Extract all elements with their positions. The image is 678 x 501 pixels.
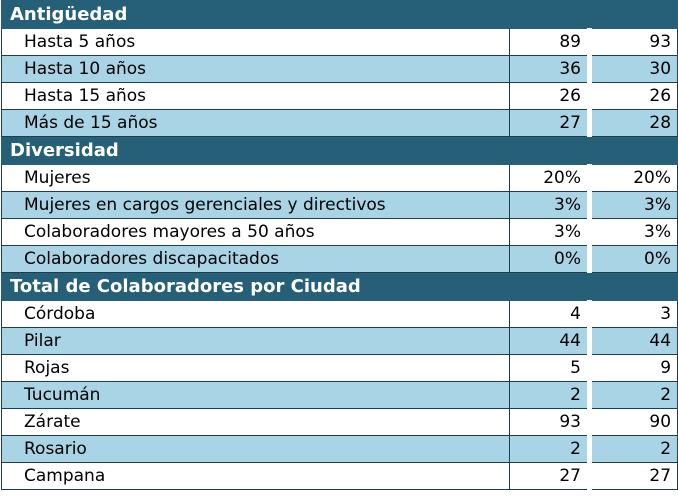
row-value-1: 27 [509, 109, 590, 137]
row-value-2: 2 [586, 381, 678, 409]
section-header-antiguedad: Antigüedad [0, 0, 678, 29]
row-value-1: 26 [509, 82, 590, 110]
row-value-1: 3% [509, 191, 590, 219]
row-value-1: 4 [509, 300, 590, 328]
row-value-1: 36 [509, 55, 590, 83]
row-value-2: 26 [586, 82, 678, 110]
row-value-2: 27 [586, 462, 678, 490]
table-row: Hasta 15 años 26 26 [1, 82, 678, 110]
row-value-2: 90 [586, 408, 678, 436]
row-label: Zárate [1, 408, 510, 436]
table-row: Más de 15 años 27 28 [1, 109, 678, 137]
row-value-1: 44 [509, 327, 590, 355]
row-value-1: 20% [509, 164, 590, 192]
table-row: Mujeres 20% 20% [1, 164, 678, 192]
stats-table-container: Antigüedad Hasta 5 años 89 93 Hasta 10 a… [0, 0, 678, 490]
row-label: Pilar [1, 327, 510, 355]
row-value-2: 20% [586, 164, 678, 192]
table-row: Tucumán 2 2 [1, 381, 678, 409]
row-label: Mujeres [1, 164, 510, 192]
row-label: Colaboradores discapacitados [1, 245, 510, 273]
row-value-1: 93 [509, 408, 590, 436]
table-row: Rojas 5 9 [1, 354, 678, 382]
section-title: Antigüedad [0, 0, 678, 29]
table-row: Colaboradores discapacitados 0% 0% [1, 245, 678, 273]
row-label: Hasta 5 años [1, 28, 510, 56]
row-value-1: 2 [509, 381, 590, 409]
section-header-diversidad: Diversidad [0, 136, 678, 165]
table-row: Mujeres en cargos gerenciales y directiv… [1, 191, 678, 219]
row-value-1: 3% [509, 218, 590, 246]
row-value-2: 3% [586, 218, 678, 246]
row-value-1: 2 [509, 435, 590, 463]
row-value-2: 44 [586, 327, 678, 355]
row-value-2: 0% [586, 245, 678, 273]
row-value-2: 30 [586, 55, 678, 83]
row-label: Rosario [1, 435, 510, 463]
section-title: Diversidad [0, 136, 678, 165]
table-row: Campana 27 27 [1, 462, 678, 490]
row-label: Campana [1, 462, 510, 490]
row-value-2: 3 [586, 300, 678, 328]
row-value-2: 2 [586, 435, 678, 463]
stats-table-body: Antigüedad Hasta 5 años 89 93 Hasta 10 a… [0, 0, 678, 490]
row-value-2: 3% [586, 191, 678, 219]
table-row: Rosario 2 2 [1, 435, 678, 463]
row-label: Mujeres en cargos gerenciales y directiv… [1, 191, 510, 219]
table-row: Pilar 44 44 [1, 327, 678, 355]
table-row: Zárate 93 90 [1, 408, 678, 436]
row-value-2: 93 [586, 28, 678, 56]
table-row: Hasta 5 años 89 93 [1, 28, 678, 56]
row-value-1: 5 [509, 354, 590, 382]
row-label: Rojas [1, 354, 510, 382]
table-row: Hasta 10 años 36 30 [1, 55, 678, 83]
table-row: Colaboradores mayores a 50 años 3% 3% [1, 218, 678, 246]
row-label: Córdoba [1, 300, 510, 328]
row-value-2: 28 [586, 109, 678, 137]
table-row: Córdoba 4 3 [1, 300, 678, 328]
row-value-1: 89 [509, 28, 590, 56]
row-label: Hasta 15 años [1, 82, 510, 110]
section-title: Total de Colaboradores por Ciudad [0, 272, 678, 301]
stats-table: Antigüedad Hasta 5 años 89 93 Hasta 10 a… [0, 0, 678, 490]
row-label: Más de 15 años [1, 109, 510, 137]
row-value-2: 9 [586, 354, 678, 382]
row-value-1: 27 [509, 462, 590, 490]
row-value-1: 0% [509, 245, 590, 273]
row-label: Hasta 10 años [1, 55, 510, 83]
row-label: Tucumán [1, 381, 510, 409]
row-label: Colaboradores mayores a 50 años [1, 218, 510, 246]
section-header-ciudad: Total de Colaboradores por Ciudad [0, 272, 678, 301]
